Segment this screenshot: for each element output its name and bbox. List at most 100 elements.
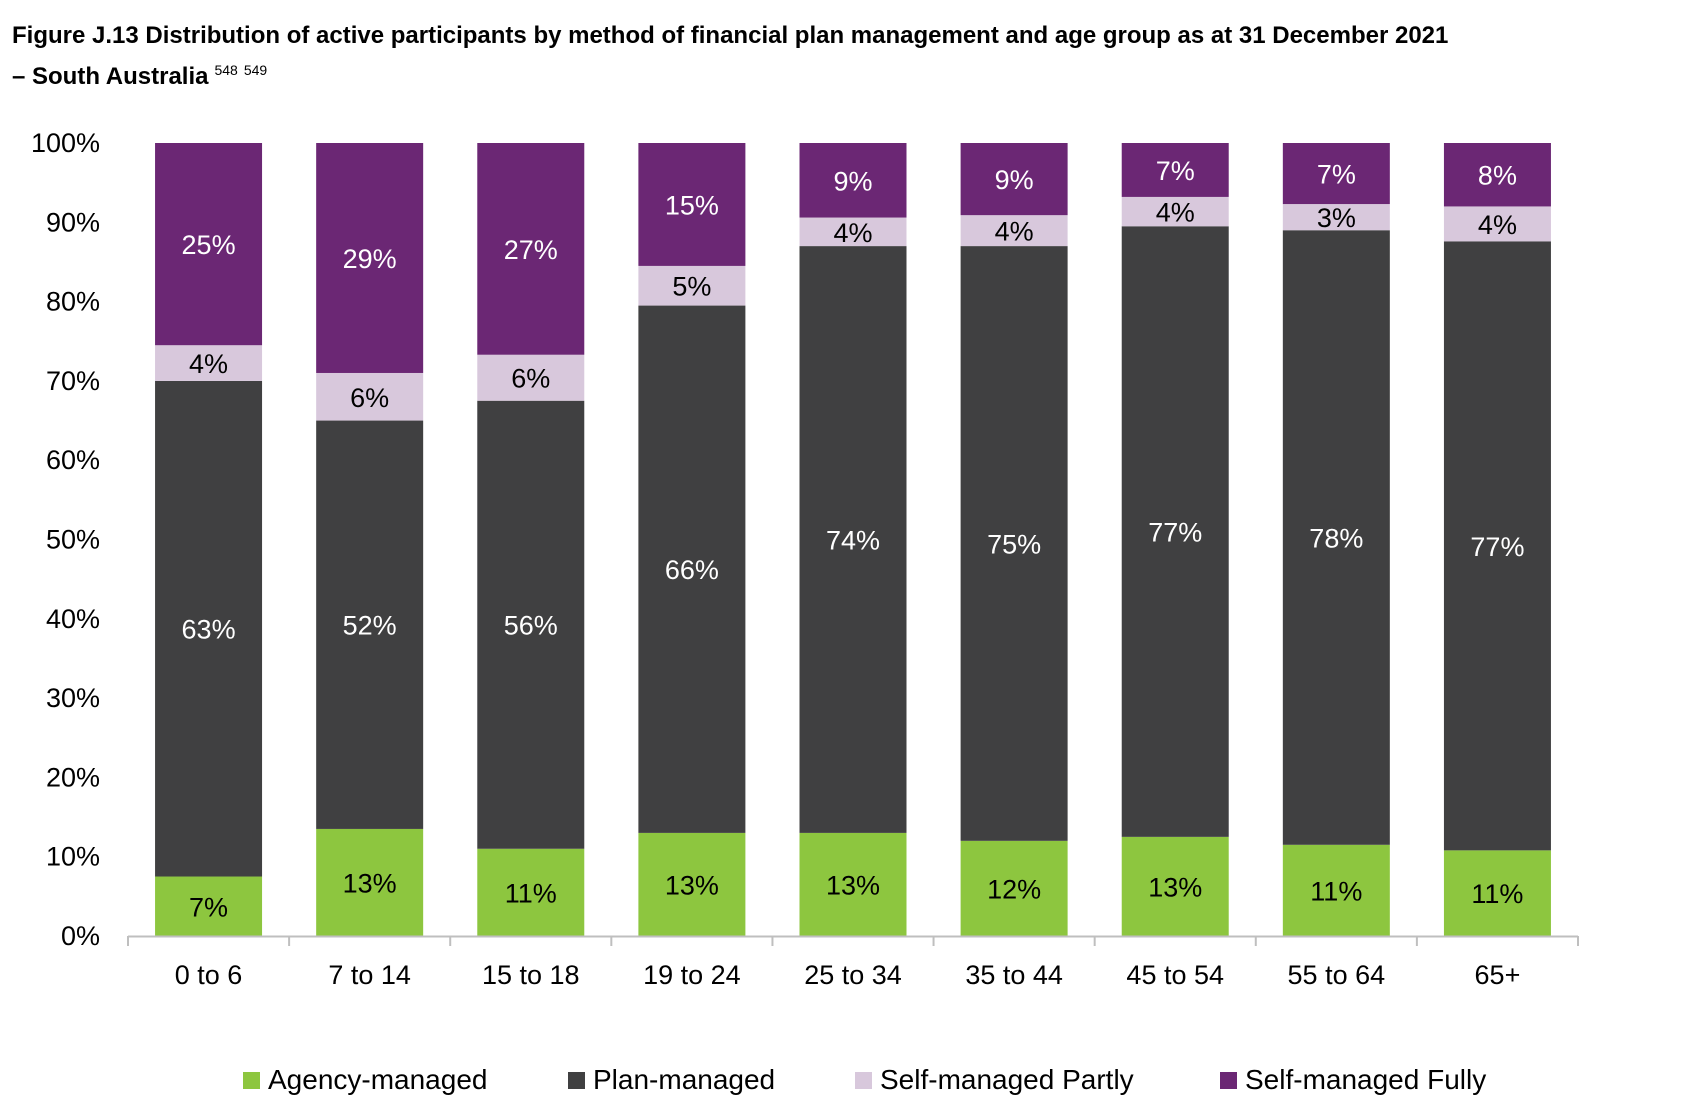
- legend-swatch: [243, 1071, 260, 1089]
- y-tick-label: 90%: [46, 207, 100, 237]
- bar-segment: [638, 143, 746, 266]
- bar-segment: [799, 832, 907, 936]
- data-label: 13%: [343, 868, 397, 898]
- legend-label: Self-managed Partly: [880, 1064, 1134, 1095]
- bar-segment: [1121, 196, 1229, 227]
- y-tick-label: 10%: [46, 842, 100, 872]
- chart-title: Figure J.13 Distribution of active parti…: [12, 18, 1672, 94]
- bar-segment: [1282, 844, 1390, 936]
- y-tick-label: 70%: [46, 366, 100, 396]
- bar-segment: [1443, 850, 1551, 936]
- data-label: 3%: [1317, 203, 1356, 233]
- bar-stack: 13% 74% 4% 9%: [799, 143, 907, 936]
- bar-segment: [1443, 206, 1551, 242]
- data-label: 4%: [189, 349, 228, 379]
- data-label: 13%: [826, 870, 880, 900]
- bar-segment: [155, 143, 263, 346]
- chart-legend: Agency-managed Plan-managed Self-managed P…: [0, 1060, 1686, 1100]
- data-label: 7%: [189, 892, 228, 922]
- data-label: 4%: [833, 218, 872, 248]
- data-label: 9%: [995, 165, 1034, 195]
- y-axis: 0% 10% 20% 30% 40% 50% 60% 70% 80% 90% 100%: [31, 128, 100, 951]
- data-label: 29%: [343, 244, 397, 274]
- bar-segment: [477, 400, 585, 849]
- data-label: 12%: [987, 874, 1041, 904]
- bar-segment: [960, 840, 1068, 936]
- y-tick-label: 30%: [46, 683, 100, 713]
- data-label: 7%: [1156, 156, 1195, 186]
- bars-area: 7% 63% 4% 25% 13% 52% 6% 29% 11% 56% 6% 27% 13% 66% 5%…: [155, 143, 1551, 936]
- bar-segment: [1282, 230, 1390, 845]
- bar-segment: [1282, 143, 1390, 205]
- legend-label: Self-managed Fully: [1245, 1064, 1487, 1095]
- data-label: 8%: [1478, 161, 1517, 191]
- data-label: 27%: [504, 235, 558, 265]
- bar-segment: [1121, 143, 1229, 197]
- legend-item: Agency-managed: [243, 1060, 487, 1100]
- data-label: 11%: [1471, 879, 1523, 909]
- data-label: 75%: [987, 529, 1041, 559]
- bar-segment: [155, 876, 263, 936]
- bar-segment: [960, 246, 1068, 841]
- x-tick-label: 35 to 44: [965, 960, 1063, 990]
- y-tick-label: 80%: [46, 287, 100, 317]
- y-tick-label: 60%: [46, 445, 100, 475]
- bar-segment: [477, 848, 585, 936]
- bar-segment: [638, 265, 746, 306]
- bar-stack: 7% 63% 4% 25%: [155, 143, 263, 936]
- data-label: 77%: [1470, 532, 1524, 562]
- data-label: 13%: [665, 870, 719, 900]
- data-label: 78%: [1309, 524, 1363, 554]
- footnote-ref-2: 549: [243, 62, 268, 78]
- bar-segment: [316, 372, 424, 421]
- x-tick-label: 55 to 64: [1288, 960, 1386, 990]
- bar-segment: [799, 246, 907, 833]
- legend-label: Plan-managed: [593, 1064, 776, 1095]
- stacked-bar-chart: 0% 10% 20% 30% 40% 50% 60% 70% 80% 90% 100% 7% 63% 4…: [31, 128, 1579, 990]
- data-label: 7%: [1317, 160, 1356, 190]
- data-label: 9%: [833, 166, 872, 196]
- y-tick-label: 50%: [46, 525, 100, 555]
- bar-stack: 11% 77% 4% 8%: [1443, 143, 1551, 936]
- bar-segment: [799, 143, 907, 218]
- bar-segment: [1443, 241, 1551, 851]
- y-tick-label: 20%: [46, 762, 100, 792]
- bar-segment: [1121, 836, 1229, 936]
- bar-segment: [638, 832, 746, 936]
- bar-segment: [316, 828, 424, 936]
- footnote-ref-1: 548: [214, 62, 238, 78]
- legend-swatch: [568, 1071, 585, 1089]
- bar-stack: 11% 56% 6% 27%: [477, 143, 585, 936]
- legend-item: Self-managed Partly: [855, 1060, 1134, 1100]
- footnote-references: 548 549: [214, 62, 267, 78]
- bar-stack: 13% 77% 4% 7%: [1121, 143, 1229, 936]
- bar-segment: [155, 345, 263, 381]
- bar-segment: [1282, 204, 1390, 231]
- y-tick-label: 40%: [46, 604, 100, 634]
- bar-segment: [155, 380, 263, 877]
- data-label: 74%: [826, 526, 880, 556]
- data-label: 11%: [1310, 876, 1362, 906]
- data-label: 13%: [1148, 872, 1202, 902]
- y-tick-label: 0%: [61, 921, 100, 951]
- x-tick-label: 45 to 54: [1126, 960, 1224, 990]
- data-label: 5%: [672, 272, 711, 302]
- data-label: 4%: [995, 217, 1034, 247]
- bar-stack: 12% 75% 4% 9%: [960, 143, 1068, 936]
- x-axis: 0 to 6 7 to 14 15 to 18 19 to 24 25 to 34 35 …: [127, 935, 1579, 990]
- bar-stack: 13% 66% 5% 15%: [638, 143, 746, 936]
- title-line-2: – South Australia: [12, 63, 209, 90]
- x-tick-label: 65+: [1475, 960, 1521, 990]
- bar-segment: [799, 217, 907, 247]
- y-tick-label: 100%: [31, 128, 100, 158]
- data-label: 56%: [504, 611, 558, 641]
- data-label: 77%: [1148, 518, 1202, 548]
- bar-stack: 13% 52% 6% 29%: [316, 143, 424, 936]
- x-tick-label: 0 to 6: [175, 960, 243, 990]
- data-label: 11%: [505, 878, 557, 908]
- x-tick-label: 25 to 34: [804, 960, 902, 990]
- legend-item: Plan-managed: [568, 1060, 775, 1100]
- data-label: 6%: [511, 364, 550, 394]
- bar-segment: [960, 143, 1068, 216]
- data-label: 66%: [665, 555, 719, 585]
